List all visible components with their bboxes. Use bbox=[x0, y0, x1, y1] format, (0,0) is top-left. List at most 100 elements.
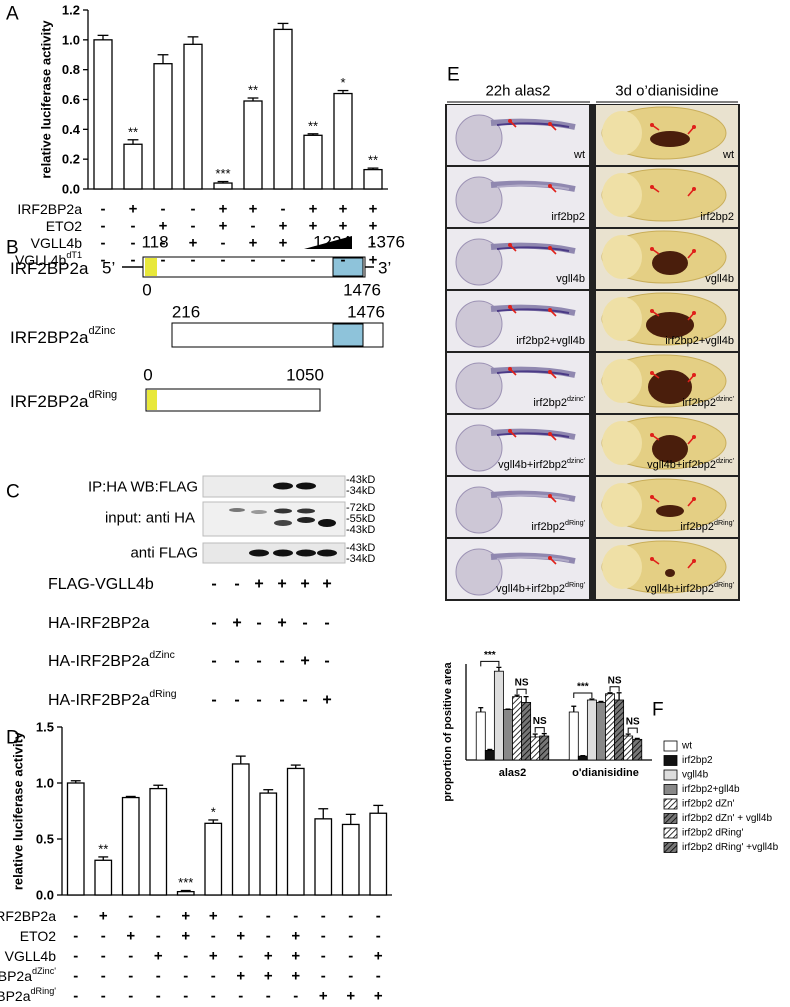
sign: - bbox=[324, 615, 329, 632]
sign: - bbox=[266, 928, 271, 945]
sign: + bbox=[236, 968, 245, 985]
image-label: vgll4b bbox=[556, 273, 585, 285]
domain bbox=[332, 323, 364, 347]
head bbox=[602, 173, 642, 217]
label-sup: dRing' bbox=[714, 581, 734, 589]
sign: + bbox=[264, 968, 273, 985]
label-sup: dZinc' bbox=[32, 966, 56, 976]
arrow-head bbox=[508, 367, 512, 371]
sign: - bbox=[279, 692, 284, 709]
bar bbox=[213, 182, 233, 190]
sign: - bbox=[131, 252, 136, 269]
annotation: *** bbox=[577, 682, 589, 693]
bar bbox=[623, 735, 634, 761]
sign: - bbox=[211, 653, 216, 670]
annotation: *** bbox=[484, 650, 496, 661]
arrow-head bbox=[692, 249, 696, 253]
image-label: irf2bp2dzinc' bbox=[682, 395, 734, 409]
x-tick-label: alas2 bbox=[499, 767, 527, 779]
band bbox=[297, 517, 315, 523]
size-marker: -43kD bbox=[346, 524, 375, 536]
arrow-head bbox=[692, 559, 696, 563]
sign: - bbox=[211, 928, 216, 945]
sign: - bbox=[191, 218, 196, 235]
sign: - bbox=[251, 252, 256, 269]
legend-swatch bbox=[663, 769, 678, 781]
sign: + bbox=[219, 201, 228, 218]
sign: + bbox=[339, 218, 348, 235]
sign: + bbox=[159, 218, 168, 235]
legend-label: irf2bp2 dZn' + vgll4b bbox=[682, 813, 772, 824]
sign: + bbox=[249, 201, 258, 218]
label-text: VGLL4b bbox=[5, 948, 57, 964]
sign: - bbox=[191, 252, 196, 269]
arrow-head bbox=[650, 247, 654, 251]
trunk bbox=[490, 428, 576, 440]
vessel bbox=[496, 122, 570, 128]
sign: + bbox=[369, 218, 378, 235]
arrow-head bbox=[692, 373, 696, 377]
sign: + bbox=[154, 948, 163, 965]
label-text: IRF2BP2a bbox=[0, 988, 31, 1004]
vessel bbox=[496, 494, 570, 500]
label-sup: dZinc bbox=[149, 650, 174, 661]
sign: + bbox=[322, 576, 331, 593]
sign: - bbox=[376, 968, 381, 985]
sign: - bbox=[251, 218, 256, 235]
image-label: irf2bp2dRing' bbox=[531, 519, 585, 533]
sign: - bbox=[161, 201, 166, 218]
significance: * bbox=[340, 75, 345, 90]
condition-label: IRF2BP2adRing' bbox=[0, 986, 56, 1004]
arrow-head bbox=[692, 311, 696, 315]
position: 1376 bbox=[367, 233, 405, 252]
label-text: irf2bp2 bbox=[551, 211, 585, 223]
arrow-head bbox=[548, 370, 552, 374]
bar bbox=[632, 738, 643, 761]
label-text: HA-IRF2BP2a bbox=[48, 692, 149, 709]
label-text: HA-IRF2BP2a bbox=[48, 615, 149, 632]
sign: - bbox=[101, 948, 106, 965]
legend-swatch bbox=[663, 755, 678, 766]
label-text: HA-IRF2BP2a bbox=[48, 653, 149, 670]
sign: - bbox=[376, 928, 381, 945]
legend-swatch bbox=[663, 813, 678, 824]
sign: - bbox=[183, 968, 188, 985]
bar bbox=[530, 736, 541, 761]
bar bbox=[93, 39, 113, 190]
size-marker: -72kD bbox=[346, 502, 375, 514]
sign: - bbox=[73, 928, 78, 945]
blot-strip bbox=[202, 501, 346, 537]
bar bbox=[493, 670, 504, 761]
image-label: irf2bp2 bbox=[551, 211, 585, 223]
label-text: IRF2BP2a bbox=[10, 392, 89, 411]
sign: - bbox=[211, 576, 216, 593]
sign: - bbox=[293, 908, 298, 925]
label-sup: dRing bbox=[88, 389, 117, 401]
domain bbox=[332, 257, 364, 277]
sign: - bbox=[101, 201, 106, 218]
sign: + bbox=[181, 928, 190, 945]
label-text: vgll4b+irf2bp2 bbox=[647, 459, 716, 471]
trunk bbox=[490, 490, 576, 502]
sign: - bbox=[221, 252, 226, 269]
sign: - bbox=[183, 948, 188, 965]
yolk bbox=[455, 238, 503, 286]
image-label: vgll4b+irf2bp2dRing' bbox=[496, 581, 585, 595]
label-text: ETO2 bbox=[46, 218, 83, 234]
sign: - bbox=[348, 928, 353, 945]
legend-label: wt bbox=[681, 741, 692, 752]
position: 118 bbox=[141, 233, 168, 252]
label-sup: dzinc' bbox=[716, 395, 734, 403]
stain bbox=[652, 435, 688, 463]
y-tick-label: 0.0 bbox=[36, 888, 54, 903]
vessel bbox=[496, 370, 570, 376]
arrow-head bbox=[692, 187, 696, 191]
arrow-head bbox=[508, 119, 512, 123]
bar bbox=[176, 890, 195, 896]
sign: + bbox=[300, 653, 309, 670]
head bbox=[602, 545, 642, 589]
label-sup: dRing bbox=[149, 689, 176, 700]
position: 1476 bbox=[343, 281, 381, 300]
bracket bbox=[480, 660, 500, 667]
construct-diagram: IRF2BP2a 5’ 3’ 118 1224 1376 0 1476 IRF2… bbox=[10, 233, 405, 412]
